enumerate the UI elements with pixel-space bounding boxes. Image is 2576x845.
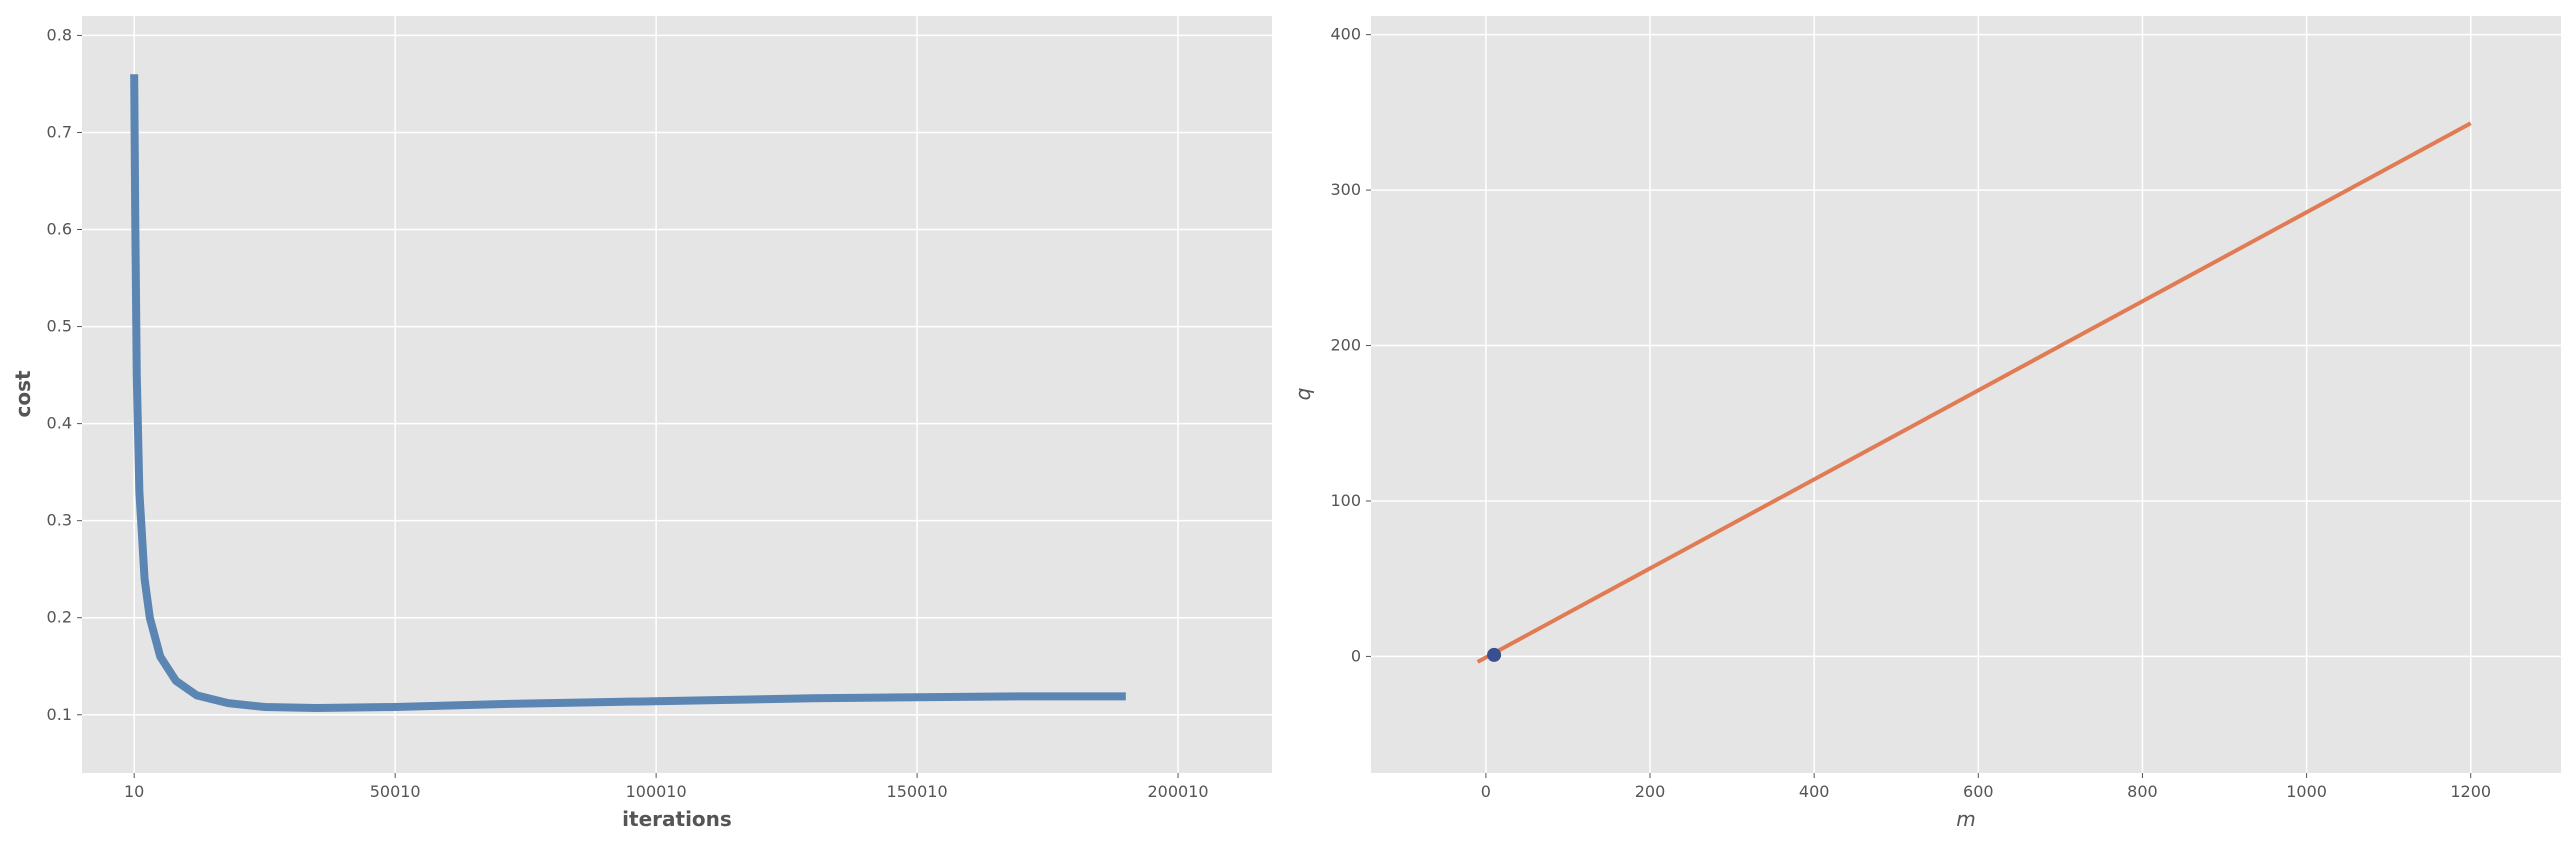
- fit-y-tick-label: 400: [1330, 25, 1361, 44]
- cost-x-axis-label: iterations: [622, 807, 732, 831]
- cost-series-line: [130, 74, 1126, 712]
- cost-y-axis-label: cost: [11, 370, 35, 418]
- cost-x-tick-label: 200010: [1148, 782, 1209, 801]
- cost-x-tick-label: 100010: [626, 782, 687, 801]
- cost-x-tick-label: 50010: [370, 782, 421, 801]
- fit-y-tick-label: 100: [1330, 491, 1361, 510]
- fit-x-ticks: 0 200 400 600 800 1000 1200: [1481, 773, 2491, 801]
- fit-x-tick-label: 400: [1799, 782, 1830, 801]
- cost-y-tick-label: 0.1: [47, 705, 72, 724]
- cost-x-tick-label: 10: [124, 782, 144, 801]
- fit-chart: 0 200 400 600 800 1000 1200 0 100 200 300 400 m q: [1291, 16, 2561, 831]
- fit-plot-area: [1371, 16, 2561, 773]
- cost-chart: 10 50010 100010 150010 200010 0.10.20.30.40.…: [11, 16, 1272, 831]
- cost-plot-area: [82, 16, 1272, 773]
- fit-x-tick-label: 1000: [2286, 782, 2327, 801]
- fit-x-tick-label: 600: [1963, 782, 1994, 801]
- cost-y-tick-label: 0.3: [47, 511, 72, 530]
- cost-y-tick-label: 0.4: [47, 414, 72, 433]
- fit-x-tick-label: 1200: [2450, 782, 2491, 801]
- cost-x-ticks: 10 50010 100010 150010 200010: [124, 773, 1209, 801]
- cost-x-tick-label: 150010: [887, 782, 948, 801]
- fit-x-tick-label: 0: [1481, 782, 1491, 801]
- fit-y-axis-label: q: [1291, 388, 1315, 401]
- fit-y-tick-label: 300: [1330, 180, 1361, 199]
- cost-y-tick-label: 0.7: [47, 122, 72, 141]
- cost-y-tick-label: 0.5: [47, 317, 72, 336]
- cost-gridlines: [82, 16, 1272, 773]
- fit-series: [1476, 121, 2472, 664]
- fit-y-ticks: 0 100 200 300 400: [1330, 25, 1371, 665]
- cost-y-tick-label: 0.6: [47, 220, 72, 239]
- cost-series: [130, 74, 1126, 712]
- fit-x-tick-label: 800: [2127, 782, 2158, 801]
- cost-y-ticks: 0.1 0.2 0.3 0.4 0.5 0.6 0.7 0.8: [47, 25, 82, 724]
- fit-series-line: [1476, 121, 2472, 664]
- fit-x-axis-label: m: [1956, 807, 1975, 831]
- cost-y-tick-label: 0.2: [47, 608, 72, 627]
- cost-y-tick-label: 0.8: [47, 25, 72, 44]
- fit-y-tick-label: 200: [1330, 336, 1361, 355]
- fit-gridlines: [1371, 16, 2561, 773]
- fit-scatter-point: [1487, 647, 1502, 662]
- fit-y-tick-label: 0: [1351, 646, 1361, 665]
- fit-x-tick-label: 200: [1635, 782, 1666, 801]
